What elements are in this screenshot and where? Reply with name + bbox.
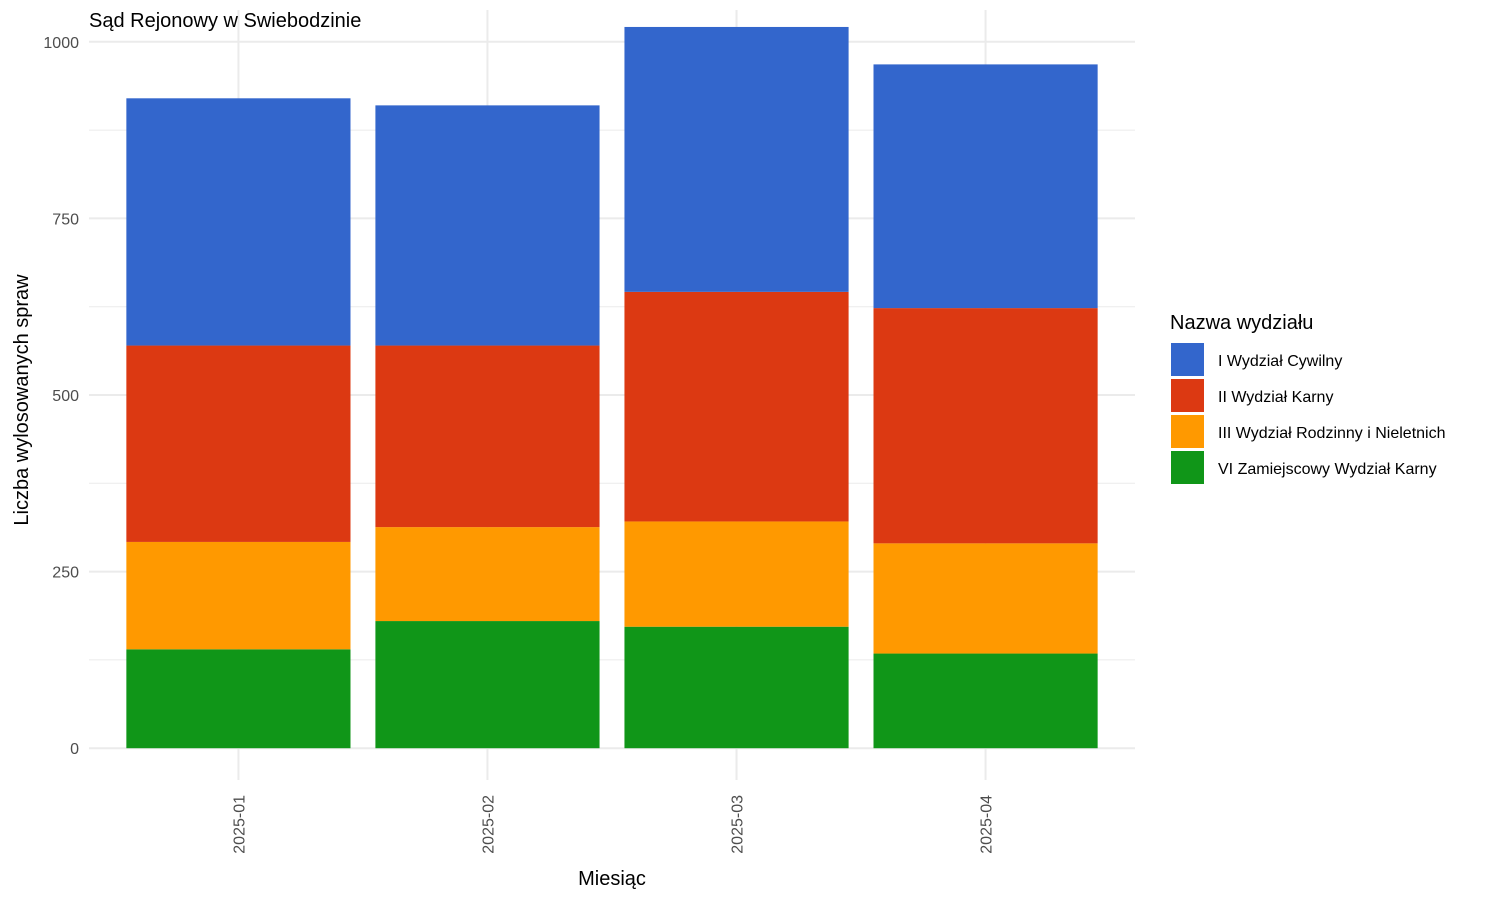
- bar-segment: [873, 64, 1098, 309]
- x-tick-label: 2025-01: [231, 795, 248, 854]
- y-tick-label: 500: [52, 388, 79, 405]
- legend-label: II Wydział Karny: [1218, 389, 1333, 406]
- x-tick-label: 2025-02: [480, 795, 497, 854]
- legend-label: I Wydział Cywilny: [1218, 353, 1342, 370]
- legend: Nazwa wydziału I Wydział Cywilny II Wydzi…: [1170, 312, 1446, 484]
- bars-layer: [126, 26, 1098, 749]
- x-axis-title: Miesiąc: [578, 868, 646, 890]
- y-axis-title: Liczba wylosowanych spraw: [11, 274, 33, 526]
- bar-segment: [126, 98, 351, 346]
- bar-segment: [624, 626, 849, 749]
- bar-segment: [126, 345, 351, 542]
- bar-segment: [375, 345, 600, 528]
- bar-segment: [624, 26, 849, 292]
- bar-segment: [126, 541, 351, 650]
- bar-segment: [375, 105, 600, 346]
- x-tick-label: 2025-04: [979, 795, 996, 854]
- bar-segment: [873, 543, 1098, 654]
- bar-segment: [873, 653, 1098, 749]
- legend-swatch: [1171, 379, 1204, 412]
- legend-swatch: [1171, 343, 1204, 376]
- legend-swatch: [1171, 415, 1204, 448]
- bar-segment: [375, 621, 600, 749]
- legend-label: VI Zamiejscowy Wydział Karny: [1218, 461, 1437, 478]
- y-tick-label: 250: [52, 565, 79, 582]
- y-tick-label: 0: [70, 741, 79, 758]
- chart-title: Sąd Rejonowy w Swiebodzinie: [89, 10, 361, 32]
- legend-title: Nazwa wydziału: [1170, 312, 1313, 334]
- bar-segment: [624, 291, 849, 522]
- legend-label: III Wydział Rodzinny i Nieletnich: [1218, 425, 1446, 442]
- y-tick-label: 750: [52, 211, 79, 228]
- bar-segment: [873, 308, 1098, 544]
- bar-segment: [624, 521, 849, 627]
- y-tick-label: 1000: [43, 35, 79, 52]
- legend-swatch: [1171, 451, 1204, 484]
- x-tick-label: 2025-03: [730, 795, 747, 854]
- axis-layer: 0 250 500 750 1000 2025-01 2025-02 2025-03 2025-…: [43, 35, 995, 854]
- bar-segment: [126, 649, 351, 749]
- bar-segment: [375, 527, 600, 622]
